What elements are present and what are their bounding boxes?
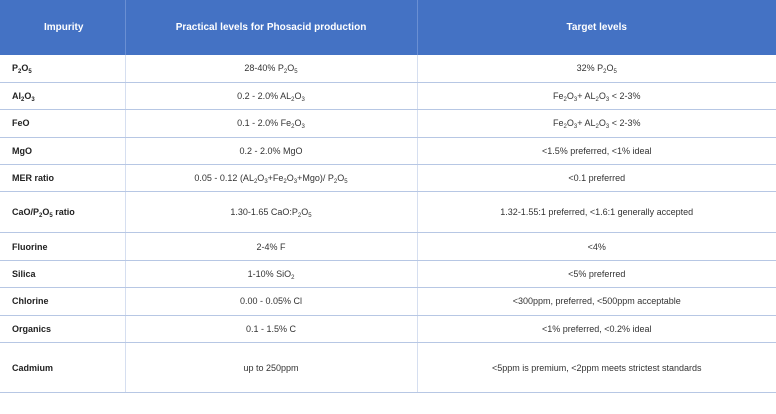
row-impurity: Fluorine xyxy=(0,232,126,261)
row-impurity: P2O5 xyxy=(0,55,126,83)
row-impurity: FeO xyxy=(0,109,126,138)
row-practical: 1-10% SiO2 xyxy=(125,260,418,289)
row-practical: 0.05 - 0.12 (AL2O3+Fe2O3+Mgo)/ P2O5 xyxy=(125,164,418,193)
row-target: <5% preferred xyxy=(417,260,776,289)
header-practical-levels: Practical levels for Phosacid production xyxy=(125,0,418,55)
header-target-levels: Target levels xyxy=(566,22,627,33)
row-practical: 2-4% F xyxy=(125,232,418,261)
table-row: MgO 0.2 - 2.0% MgO <1.5% preferred, <1% … xyxy=(0,137,776,166)
row-target: <0.1 preferred xyxy=(417,164,776,193)
table-row: Fluorine 2-4% F <4% xyxy=(0,232,776,261)
row-target: Fe2O3+ AL2O3 < 2-3% xyxy=(417,109,776,138)
row-target: 1.32-1.55:1 preferred, <1.6:1 generally … xyxy=(417,191,776,234)
row-practical: 28-40% P2O5 xyxy=(125,55,418,83)
row-practical: 0.2 - 2.0% MgO xyxy=(125,137,418,166)
table-row: MER ratio 0.05 - 0.12 (AL2O3+Fe2O3+Mgo)/… xyxy=(0,164,776,193)
row-practical: 0.1 - 1.5% C xyxy=(125,315,418,344)
row-target: 32% P2O5 xyxy=(417,55,776,83)
table-row: Cadmium up to 250ppm <5ppm is premium, <… xyxy=(0,342,776,394)
table-header-row: Impurity Practical levels for Phosacid p… xyxy=(0,0,776,55)
table-row: P2O5 28-40% P2O5 32% P2O5 xyxy=(0,55,776,83)
row-impurity: Silica xyxy=(0,260,126,289)
row-target: <1% preferred, <0.2% ideal xyxy=(417,315,776,344)
table-row: FeO 0.1 - 2.0% Fe2O3 Fe2O3+ AL2O3 < 2-3% xyxy=(0,109,776,138)
table-row: Silica 1-10% SiO2 <5% preferred xyxy=(0,260,776,289)
row-impurity: MER ratio xyxy=(0,164,126,193)
row-impurity: Al2O3 xyxy=(0,82,126,111)
row-impurity: MgO xyxy=(0,137,126,166)
row-target: <1.5% preferred, <1% ideal xyxy=(417,137,776,166)
row-target: <5ppm is premium, <2ppm meets strictest … xyxy=(417,342,776,394)
table-row: CaO/P2O5 ratio 1.30-1.65 CaO:P2O5 1.32-1… xyxy=(0,191,776,234)
row-target: <300ppm, preferred, <500ppm acceptable xyxy=(417,287,776,316)
row-practical: up to 250ppm xyxy=(125,342,418,394)
table-row: Al2O3 0.2 - 2.0% AL2O3 Fe2O3+ AL2O3 < 2-… xyxy=(0,82,776,111)
impurity-table: Impurity Practical levels for Phosacid p… xyxy=(0,0,776,394)
row-practical: 0.1 - 2.0% Fe2O3 xyxy=(125,109,418,138)
table-row: Organics 0.1 - 1.5% C <1% preferred, <0.… xyxy=(0,315,776,344)
row-impurity: Organics xyxy=(0,315,126,344)
row-practical: 1.30-1.65 CaO:P2O5 xyxy=(125,191,418,234)
row-impurity: CaO/P2O5 ratio xyxy=(0,191,126,234)
row-target: <4% xyxy=(417,232,776,261)
row-impurity: Chlorine xyxy=(0,287,126,316)
header-impurity: Impurity xyxy=(0,0,126,55)
row-practical: 0.00 - 0.05% Cl xyxy=(125,287,418,316)
row-target: Fe2O3+ AL2O3 < 2-3% xyxy=(417,82,776,111)
row-impurity: Cadmium xyxy=(0,342,126,394)
row-practical: 0.2 - 2.0% AL2O3 xyxy=(125,82,418,111)
table-row: Chlorine 0.00 - 0.05% Cl <300ppm, prefer… xyxy=(0,287,776,316)
